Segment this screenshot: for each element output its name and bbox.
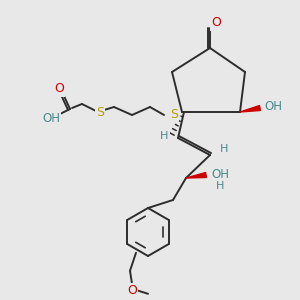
Text: OH: OH xyxy=(211,167,229,181)
Text: O: O xyxy=(211,16,221,29)
Text: O: O xyxy=(127,284,137,297)
Text: H: H xyxy=(160,131,168,141)
Text: S: S xyxy=(96,106,104,118)
Text: H: H xyxy=(220,144,228,154)
Text: OH: OH xyxy=(264,100,282,113)
Text: S: S xyxy=(170,109,178,122)
Text: OH: OH xyxy=(42,112,60,125)
Polygon shape xyxy=(186,172,206,178)
Text: H: H xyxy=(216,181,224,191)
Text: O: O xyxy=(54,82,64,95)
Polygon shape xyxy=(240,106,260,112)
